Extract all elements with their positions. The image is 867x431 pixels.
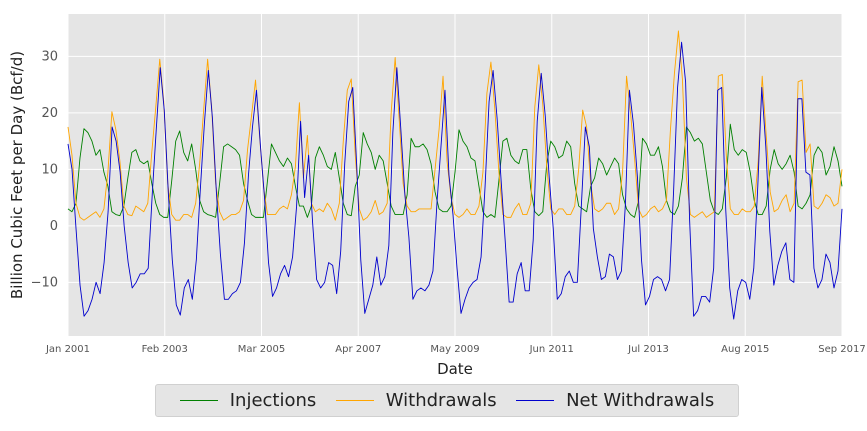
y-axis-label: Billion Cubic Feet per Day (Bcf/d)	[8, 51, 26, 299]
x-tick-label: Apr 2007	[335, 344, 381, 355]
y-tick-label: 10	[41, 162, 58, 177]
x-tick-label: Jul 2013	[627, 344, 669, 355]
legend-item-withdrawals: Withdrawals	[335, 390, 497, 411]
legend-label-net-withdrawals: Net Withdrawals	[566, 390, 715, 411]
series-line-injections	[67, 123, 843, 218]
legend-label-withdrawals: Withdrawals	[385, 390, 497, 411]
legend: Injections Withdrawals Net Withdrawals	[155, 384, 739, 417]
y-tick-label: −10	[31, 275, 58, 290]
y-tick-label: 30	[41, 49, 58, 64]
x-tick-label: Jan 2001	[45, 344, 90, 355]
x-tick-label: Aug 2015	[721, 344, 769, 355]
x-axis-ticks: Jan 2001 Feb 2003 Mar 2005 Apr 2007 May 2009…	[45, 344, 866, 355]
y-tick-label: 20	[41, 106, 58, 121]
legend-item-net-withdrawals: Net Withdrawals	[516, 390, 714, 411]
x-tick-label: Sep 2017	[818, 344, 865, 355]
x-tick-label: Jun 2011	[529, 344, 574, 355]
series-lines	[67, 30, 843, 320]
legend-swatch-net-withdrawals	[516, 400, 555, 401]
y-axis-ticks: −10 0 10 20 30	[31, 49, 58, 290]
grid-lines	[67, 14, 843, 336]
legend-label-injections: Injections	[229, 390, 317, 411]
y-tick-label: 0	[50, 219, 58, 234]
legend-swatch-withdrawals	[335, 400, 374, 401]
x-axis-label: Date	[437, 360, 473, 378]
legend-swatch-injections	[179, 400, 218, 401]
legend-item-injections: Injections	[179, 390, 317, 411]
series-line-withdrawals	[67, 30, 843, 221]
series-line-net-withdrawals	[67, 41, 843, 320]
x-tick-label: Feb 2003	[142, 344, 188, 355]
x-tick-label: May 2009	[430, 344, 479, 355]
x-tick-label: Mar 2005	[238, 344, 286, 355]
